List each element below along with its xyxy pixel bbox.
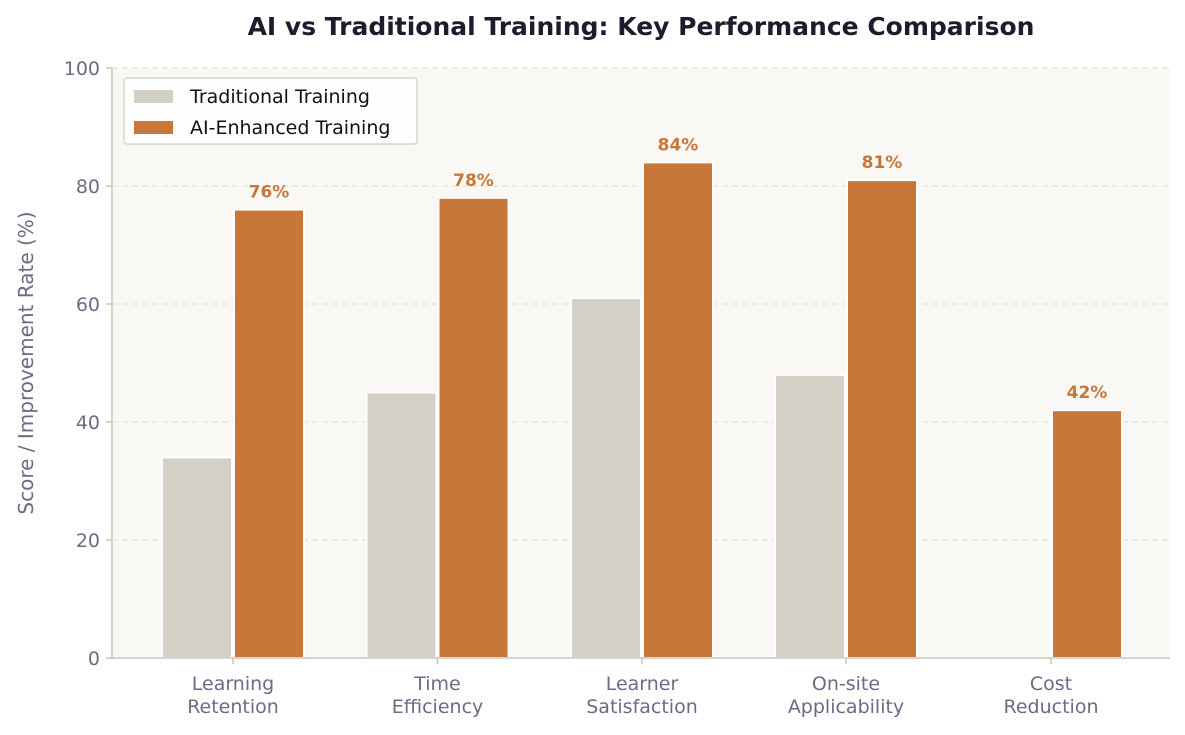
bar-value-label: 81% xyxy=(862,153,903,173)
bar-value-label: 76% xyxy=(249,183,290,203)
x-tick-label: Efficiency xyxy=(392,696,484,718)
legend-label: AI-Enhanced Training xyxy=(190,117,390,139)
y-tick-label: 0 xyxy=(88,648,100,670)
bar-ai-enhanced xyxy=(642,161,714,659)
bars xyxy=(161,161,1123,660)
x-tick-label: Learner xyxy=(606,673,679,695)
bar-traditional xyxy=(365,391,438,659)
y-tick-label: 60 xyxy=(76,294,100,316)
y-tick-label: 20 xyxy=(76,530,100,552)
bar-traditional xyxy=(161,456,233,659)
bar-traditional xyxy=(774,373,846,659)
legend-swatch-traditional xyxy=(134,90,173,103)
bar-ai-enhanced xyxy=(233,208,305,659)
bar-value-label: 42% xyxy=(1067,383,1108,403)
x-tick-label: Satisfaction xyxy=(586,696,698,718)
bar-value-label: 84% xyxy=(658,135,699,155)
bar-ai-enhanced xyxy=(1051,409,1123,660)
y-axis-label: Score / Improvement Rate (%) xyxy=(14,211,38,514)
grid-lines xyxy=(112,67,1170,541)
x-tick-label: Cost xyxy=(1030,673,1072,695)
legend: Traditional Training AI-Enhanced Training xyxy=(123,77,418,145)
chart-title: AI vs Traditional Training: Key Performa… xyxy=(248,12,1035,41)
y-tick-label: 40 xyxy=(76,412,100,434)
x-tick-label: On-site xyxy=(812,673,880,695)
bar-ai-enhanced xyxy=(846,179,918,659)
y-tick-label: 80 xyxy=(76,176,100,198)
x-tick-label: Reduction xyxy=(1004,696,1099,718)
bar-traditional xyxy=(570,297,642,659)
legend-label: Traditional Training xyxy=(189,86,370,108)
data-labels: 76% 78% 84% 81% 42% xyxy=(249,135,1108,403)
bar-ai-enhanced xyxy=(437,196,510,660)
y-tick-label: 100 xyxy=(64,58,100,80)
x-tick-label: Retention xyxy=(187,696,279,718)
x-tick-label: Time xyxy=(413,673,461,695)
x-tick-label: Learning xyxy=(192,673,275,695)
bar-value-label: 78% xyxy=(453,171,494,191)
legend-box xyxy=(123,77,418,145)
x-tick-label: Applicability xyxy=(788,696,904,718)
legend-swatch-ai-enhanced xyxy=(134,121,173,134)
